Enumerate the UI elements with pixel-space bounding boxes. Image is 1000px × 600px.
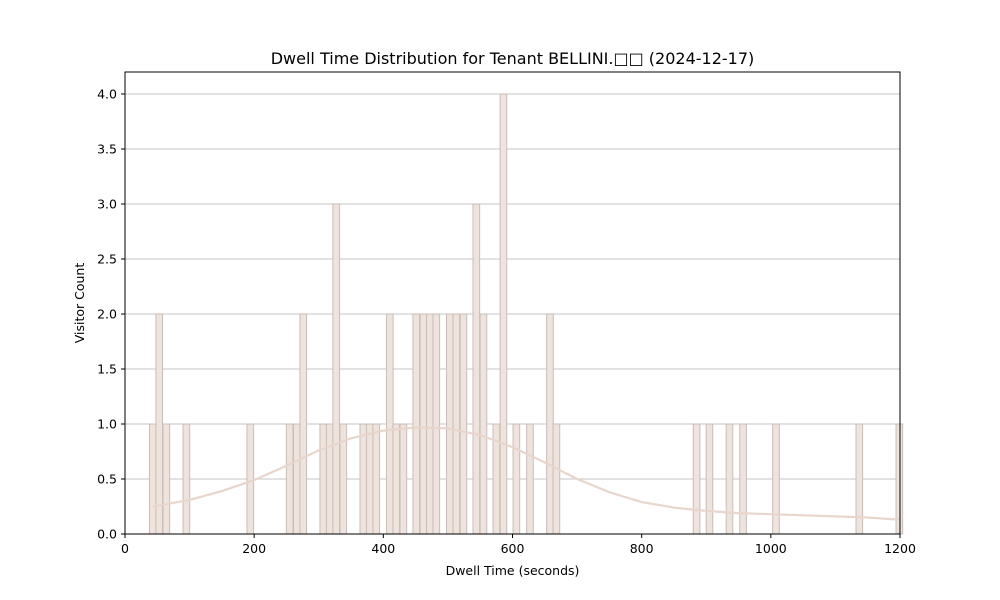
histogram-bar	[299, 313, 308, 535]
x-tick-label: 1000	[755, 541, 787, 556]
histogram-bar	[372, 423, 381, 535]
histogram-bar	[552, 423, 561, 535]
histogram-bar	[446, 313, 454, 535]
x-axis-label: Dwell Time (seconds)	[446, 563, 580, 578]
histogram-bar	[292, 423, 301, 535]
histogram-bar	[725, 423, 734, 535]
histogram-bar	[148, 423, 157, 535]
histogram-bar	[499, 93, 508, 535]
histogram-bar	[426, 313, 434, 535]
x-tick-label: 600	[501, 541, 525, 556]
y-axis-label: Visitor Count	[72, 263, 87, 344]
x-axis-ticks: 0 200 400 600 800 1000 1200	[121, 534, 916, 556]
histogram-bar	[452, 313, 461, 535]
histogram-bar	[459, 313, 468, 535]
y-tick-label: 4.0	[97, 87, 117, 102]
histogram-bar	[285, 423, 294, 535]
histogram-bar	[472, 203, 481, 535]
y-tick-label: 2.5	[97, 252, 117, 267]
histogram-bar	[512, 423, 521, 535]
histogram-bar	[546, 313, 554, 535]
histogram-bar	[325, 423, 334, 535]
histogram-bar	[155, 313, 164, 535]
histogram-bar	[246, 423, 255, 535]
histogram-bar	[479, 313, 488, 535]
histogram-bar	[359, 423, 368, 535]
y-axis-ticks: 0.0 0.5 1.0 1.5 2.0 2.5 3.0 3.5 4.0	[97, 87, 125, 542]
density-curve-layer	[152, 426, 900, 521]
density-curve	[152, 426, 900, 521]
histogram-bar	[392, 423, 401, 535]
histogram-bar	[332, 203, 341, 535]
histogram-bar	[739, 423, 747, 535]
histogram-bar	[385, 313, 394, 535]
y-tick-label: 0.5	[97, 472, 117, 487]
x-tick-label: 1200	[884, 541, 916, 556]
y-tick-label: 3.5	[97, 142, 117, 157]
x-tick-label: 800	[630, 541, 654, 556]
x-tick-label: 400	[371, 541, 395, 556]
y-tick-label: 0.0	[97, 527, 117, 542]
histogram-bar	[692, 423, 701, 535]
y-tick-label: 1.5	[97, 362, 117, 377]
histogram-bar	[412, 313, 421, 535]
histogram-bar	[365, 423, 374, 535]
y-tick-label: 2.0	[97, 307, 117, 322]
x-tick-label: 200	[242, 541, 266, 556]
histogram-bar	[319, 423, 328, 535]
histogram-bar	[772, 423, 780, 535]
histogram-bar	[705, 423, 714, 535]
y-tick-label: 3.0	[97, 197, 117, 212]
chart-title: Dwell Time Distribution for Tenant BELLI…	[271, 49, 755, 68]
histogram-bar	[895, 423, 904, 535]
x-tick-label: 0	[121, 541, 129, 556]
y-tick-label: 1.0	[97, 417, 117, 432]
histogram-bar	[182, 423, 191, 535]
histogram-bar	[419, 313, 428, 535]
histogram-bar	[526, 423, 534, 535]
histogram-bar	[432, 313, 441, 535]
histogram-bar	[399, 423, 408, 535]
histogram-bar	[162, 423, 171, 535]
